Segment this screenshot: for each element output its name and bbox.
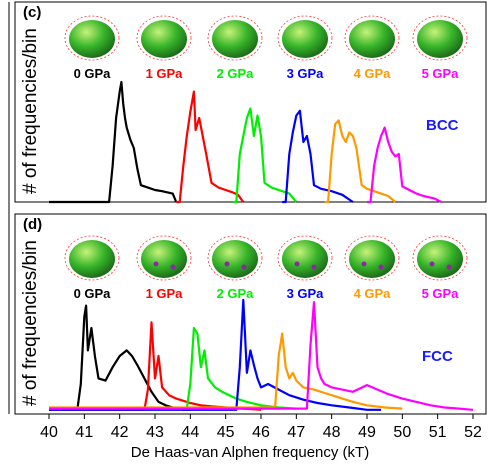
pressure-label-c-2: 2 GPa — [217, 66, 255, 81]
x-tick-label: 46 — [252, 424, 270, 441]
fcc-label: FCC — [422, 348, 453, 365]
panel-c-pressure-labels: 0 GPa 1 GPa 2 GPa 3 GPa 4 GPa 5 GPa — [74, 66, 460, 81]
panel-d-fermi-surfaces — [64, 235, 468, 281]
bcc-label: BCC — [426, 117, 459, 134]
pressure-label-d-5: 5 GPa — [422, 286, 460, 301]
x-tick-label: 41 — [75, 424, 93, 441]
pressure-label-c-0: 0 GPa — [74, 66, 112, 81]
x-tick-label: 50 — [393, 424, 411, 441]
series-line-c-5-gpa — [367, 126, 442, 204]
pressure-label-d-0: 0 GPa — [74, 286, 112, 301]
pressure-label-d-4: 4 GPa — [354, 286, 392, 301]
series-line-c-2-gpa — [232, 107, 298, 204]
pressure-label-c-1: 1 GPa — [146, 66, 184, 81]
series-line-c-3-gpa — [282, 109, 354, 204]
fermi-surface-d-5 — [412, 235, 468, 281]
panel-c-fermi-surfaces — [64, 15, 468, 61]
pressure-label-d-1: 1 GPa — [146, 286, 184, 301]
series-line-d-2-gpa — [49, 326, 297, 410]
x-tick-label: 49 — [358, 424, 376, 441]
panel-d-series — [49, 298, 474, 411]
x-tick-label: 48 — [323, 424, 341, 441]
pressure-label-c-3: 3 GPa — [287, 66, 325, 81]
pressure-label-c-5: 5 GPa — [422, 66, 460, 81]
fermi-surface-c-3 — [277, 15, 333, 61]
fermi-surface-c-0 — [64, 15, 120, 61]
fermi-surface-c-2 — [207, 15, 263, 61]
series-line-d-0-gpa — [49, 304, 191, 411]
x-axis: 40 41 42 43 44 45 46 47 48 49 50 51 52 — [15, 413, 486, 441]
series-line-d-5-gpa — [49, 301, 474, 411]
series-line-c-0-gpa — [49, 80, 178, 204]
panel-d-ylabel: # of frequencies/bin — [20, 240, 41, 406]
panel-c-ylabel: # of frequencies/bin — [20, 28, 41, 194]
x-tick-label: 44 — [181, 424, 199, 441]
fermi-surface-d-1 — [136, 235, 192, 281]
x-tick-label: 51 — [429, 424, 447, 441]
panel-d-pressure-labels: 0 GPa 1 GPa 2 GPa 3 GPa 4 GPa 5 GPa — [74, 286, 460, 301]
series-line-d-4-gpa — [49, 332, 403, 410]
panel-d-label: (d) — [23, 216, 42, 233]
fermi-surface-d-0 — [64, 235, 120, 281]
pressure-label-d-3: 3 GPa — [287, 286, 325, 301]
x-tick-label: 40 — [40, 424, 58, 441]
fermi-surface-d-4 — [344, 235, 400, 281]
series-line-d-3-gpa — [49, 298, 382, 411]
x-axis-label: De Haas-van Alphen frequency (kT) — [131, 444, 369, 461]
x-tick-label: 52 — [464, 424, 482, 441]
panel-c-frame — [14, 1, 487, 203]
fermi-surface-c-5 — [412, 15, 468, 61]
x-tick-label: 47 — [287, 424, 305, 441]
fermi-surface-d-2 — [207, 235, 263, 281]
x-tick-label: 43 — [146, 424, 164, 441]
fermi-surface-c-1 — [136, 15, 192, 61]
fermi-surface-c-4 — [344, 15, 400, 61]
x-tick-label: 42 — [111, 424, 129, 441]
panel-c-series — [49, 80, 442, 204]
pressure-label-c-4: 4 GPa — [354, 66, 392, 81]
x-tick-label: 45 — [217, 424, 235, 441]
pressure-label-d-2: 2 GPa — [217, 286, 255, 301]
series-line-c-4-gpa — [324, 119, 397, 204]
series-line-c-1-gpa — [176, 90, 245, 204]
fermi-surface-d-3 — [277, 235, 333, 281]
panel-c-label: (c) — [23, 4, 41, 21]
